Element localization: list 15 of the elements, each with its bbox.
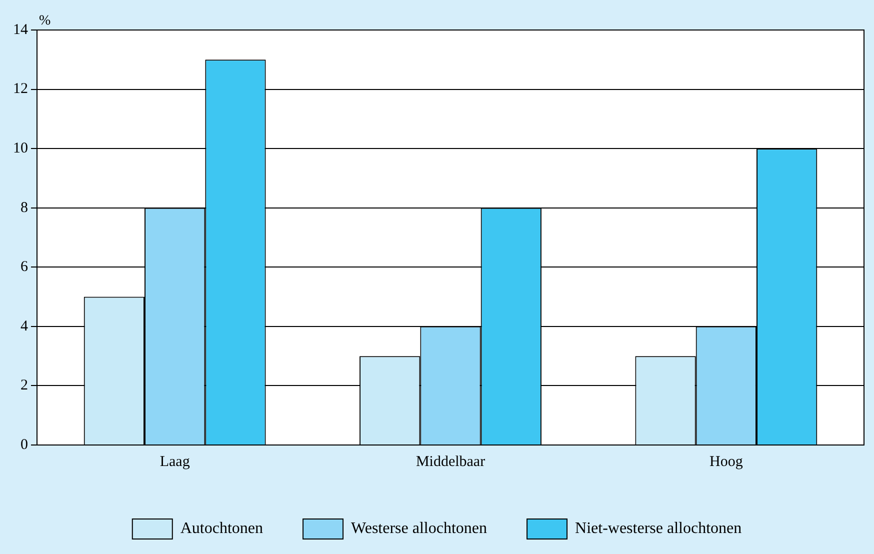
y-tick-label: 14	[13, 22, 28, 38]
y-tick-label: 12	[13, 81, 28, 98]
y-tick-label: 0	[20, 436, 28, 453]
y-tick-label: 10	[13, 140, 28, 157]
y-tick-label: 4	[20, 318, 28, 334]
y-tick-label: 8	[20, 200, 28, 216]
y-tick-label: 6	[20, 259, 28, 276]
legend-label: Niet-westerse allochtonen	[575, 520, 742, 538]
x-tick-label: Middelbaar	[416, 454, 486, 470]
legend-label: Westerse allochtonen	[351, 520, 488, 538]
x-tick-label: Hoog	[709, 454, 744, 470]
x-tick-label: Laag	[160, 454, 190, 470]
y-tick-label: 2	[20, 378, 28, 394]
legend-label: Autochtonen	[180, 520, 264, 538]
y-axis-title: %	[39, 14, 51, 29]
